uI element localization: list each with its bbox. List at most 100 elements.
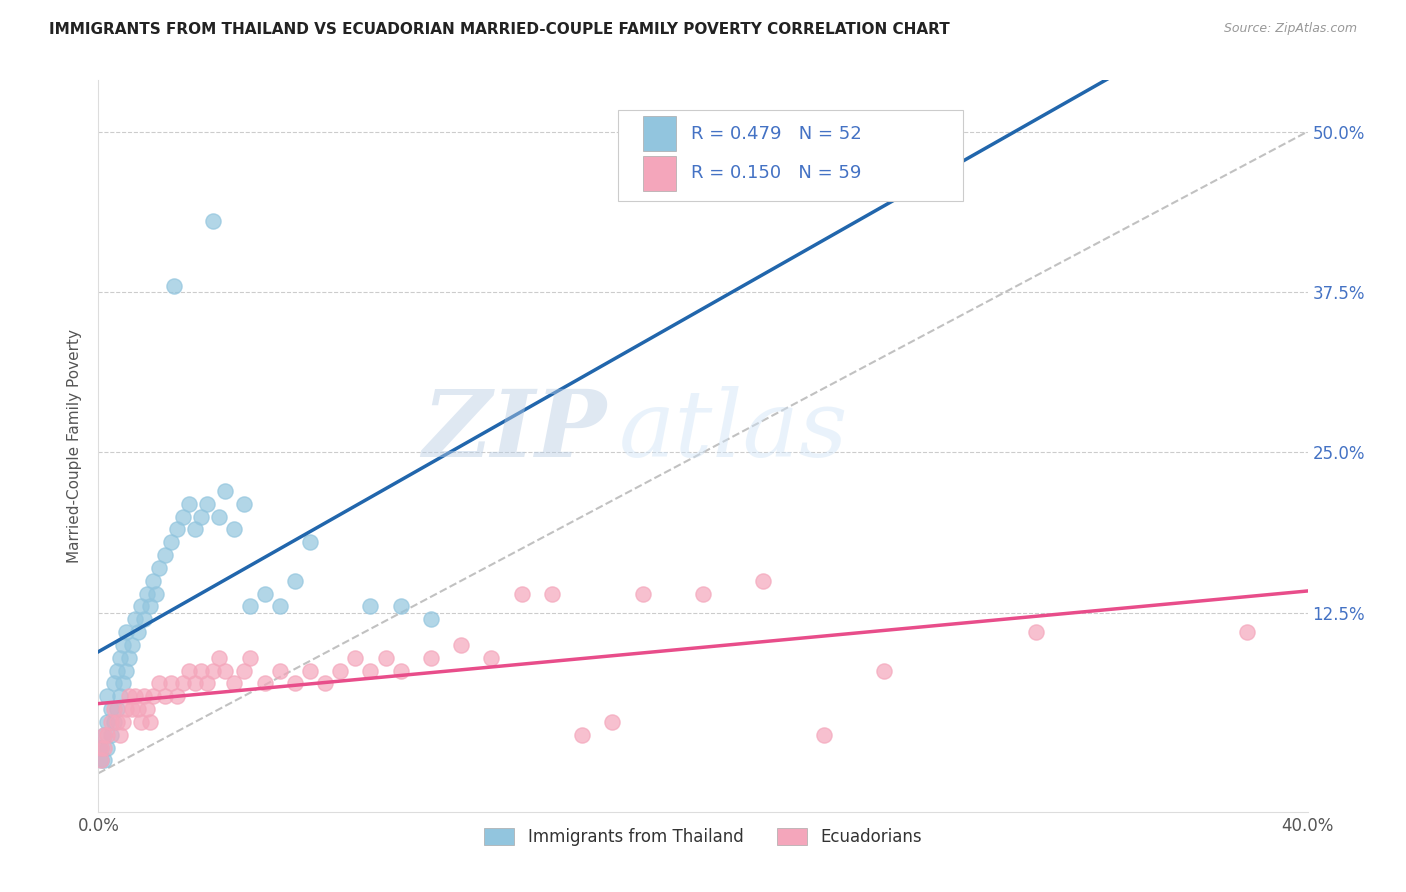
Point [103,702,125,716]
Point [129,714,152,729]
Point [153,548,176,562]
Point [179,664,201,678]
Text: ZIP: ZIP [422,386,606,476]
Point [100,714,122,729]
Point [420,650,443,665]
Point [184,676,207,690]
Point [1024,625,1046,640]
Point [105,664,128,678]
Point [142,690,165,704]
Point [284,676,307,690]
Point [284,574,307,588]
Point [208,650,231,665]
Point [450,638,472,652]
Point [163,278,186,293]
Point [90,753,112,767]
Point [127,702,149,716]
Text: R = 0.479   N = 52: R = 0.479 N = 52 [690,125,862,143]
Point [135,702,157,716]
Point [148,561,170,575]
Point [108,728,131,742]
Point [153,690,176,704]
Point [232,664,254,678]
Legend: Immigrants from Thailand, Ecuadorians: Immigrants from Thailand, Ecuadorians [477,820,929,855]
Point [111,638,134,652]
Point [145,586,167,600]
Point [631,586,654,600]
Point [692,586,714,600]
Point [90,740,112,755]
Point [224,523,246,537]
Point [135,586,157,600]
Point [132,612,155,626]
Point [360,664,382,678]
Point [160,676,183,690]
Point [103,676,125,690]
Point [90,753,112,767]
Point [132,690,155,704]
Point [96,690,118,704]
Point [118,650,141,665]
Point [232,497,254,511]
Point [510,586,533,600]
Point [389,664,412,678]
Point [269,664,291,678]
Point [139,714,162,729]
Point [160,535,183,549]
Point [202,664,225,678]
Text: R = 0.150   N = 59: R = 0.150 N = 59 [690,164,862,182]
Point [190,509,212,524]
Point [139,599,162,614]
Point [93,728,115,742]
Point [314,676,336,690]
Point [103,714,125,729]
Point [172,676,194,690]
Point [873,664,896,678]
Point [96,728,118,742]
Point [179,497,201,511]
Point [813,728,835,742]
Point [299,535,322,549]
Point [114,625,136,640]
Point [253,676,276,690]
Point [344,650,367,665]
Point [121,702,143,716]
Point [100,702,122,716]
Point [195,497,218,511]
Point [108,690,131,704]
Point [239,650,262,665]
Point [172,509,194,524]
Point [190,664,212,678]
Point [90,740,112,755]
Point [253,586,276,600]
Point [299,664,322,678]
Point [114,702,136,716]
Point [224,676,246,690]
Point [166,690,188,704]
Point [124,612,146,626]
Point [1236,625,1258,640]
Point [420,612,443,626]
Point [100,728,122,742]
Point [214,483,236,498]
Point [239,599,262,614]
Point [571,728,593,742]
Point [329,664,352,678]
Point [389,599,412,614]
Point [108,650,131,665]
Point [752,574,775,588]
Point [127,625,149,640]
Point [184,523,207,537]
Point [202,214,225,228]
Point [96,714,118,729]
Point [602,714,624,729]
Point [374,650,396,665]
Text: IMMIGRANTS FROM THAILAND VS ECUADORIAN MARRIED-COUPLE FAMILY POVERTY CORRELATION: IMMIGRANTS FROM THAILAND VS ECUADORIAN M… [49,22,950,37]
Point [148,676,170,690]
Point [214,664,236,678]
Point [540,586,562,600]
Point [360,599,382,614]
Point [142,574,165,588]
FancyBboxPatch shape [643,155,676,191]
Point [124,690,146,704]
